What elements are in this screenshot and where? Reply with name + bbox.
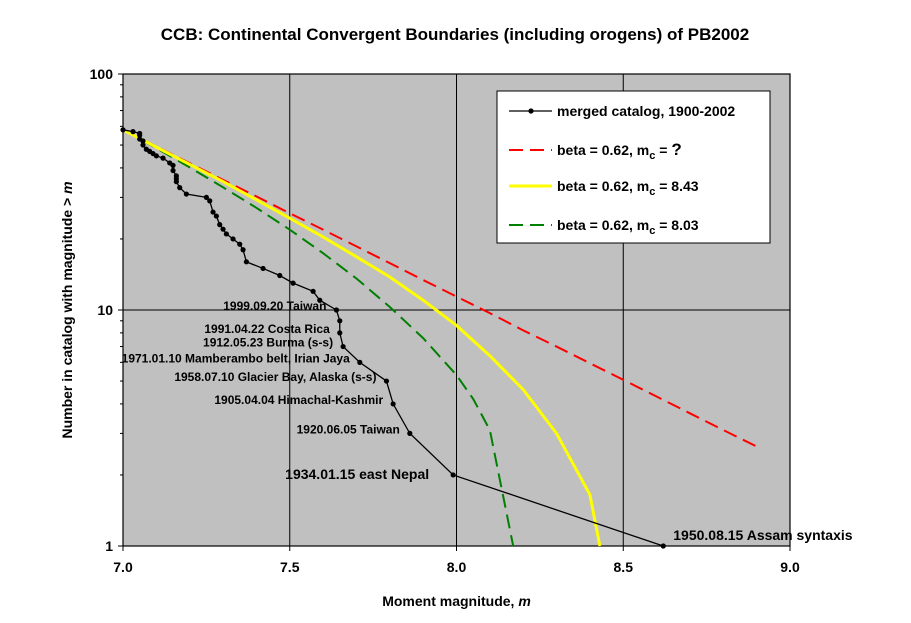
data-point <box>160 155 166 161</box>
x-tick-label: 7.0 <box>113 559 133 575</box>
data-point <box>383 378 390 384</box>
data-point <box>137 132 143 138</box>
data-point <box>120 127 126 133</box>
annotation-label: 1920.06.05 Taiwan <box>297 422 400 436</box>
data-point <box>220 226 226 232</box>
annotation-label: 1971.01.10 Mamberambo belt, Irian Jaya <box>122 351 350 365</box>
x-tick-label: 8.0 <box>447 559 467 575</box>
series-line-1 <box>122 128 758 448</box>
data-point <box>183 191 189 197</box>
x-axis-ticks: 7.0 7.5 8.0 8.5 9.0 <box>113 559 800 575</box>
data-point <box>290 280 296 286</box>
data-point <box>337 330 343 336</box>
series-line-2 <box>122 128 602 547</box>
data-point <box>230 236 236 242</box>
data-point <box>310 288 316 294</box>
annotation-label: 1950.08.15 Assam syntaxis <box>673 527 852 543</box>
y-axis-label: Number in catalog with magnitude > m <box>59 181 75 438</box>
data-point <box>660 543 666 549</box>
data-point <box>357 359 363 365</box>
data-point <box>217 222 223 228</box>
data-point <box>260 265 266 272</box>
legend-box <box>496 90 771 244</box>
legend-label: merged catalog, 1900-2002 <box>557 103 735 119</box>
data-point <box>213 213 219 219</box>
x-tick-label: 9.0 <box>780 559 800 575</box>
x-tick-label: 8.5 <box>614 559 634 575</box>
data-point <box>207 198 213 204</box>
chart-title: CCB: Continental Convergent Boundaries (… <box>161 25 749 44</box>
data-point <box>153 153 159 159</box>
data-point <box>333 307 340 313</box>
data-point <box>130 129 136 135</box>
data-point <box>243 259 249 265</box>
y-axis-ticks: 1 10 100 <box>90 66 114 554</box>
data-point <box>140 142 146 148</box>
legend-label: beta = 0.62, mc = 8.03 <box>557 217 699 237</box>
legend-marker <box>528 108 534 114</box>
data-point <box>223 231 229 237</box>
data-point <box>337 318 343 324</box>
series-line-3 <box>122 128 515 547</box>
data-point <box>317 297 323 303</box>
data-point <box>170 162 176 168</box>
y-tick-label: 100 <box>90 66 114 82</box>
legend-label: beta = 0.62, mc = ? <box>557 140 682 162</box>
x-axis-label: Moment magnitude, m <box>382 593 531 609</box>
data-point <box>450 472 456 478</box>
legend: merged catalog, 1900-2002 beta = 0.62, mc… <box>496 90 771 244</box>
data-point <box>173 178 179 185</box>
data-point <box>237 241 243 247</box>
y-tick-label: 1 <box>105 538 113 554</box>
annotation-label: 1934.01.15 east Nepal <box>285 466 429 482</box>
annotation-label: 1999.09.20 Taiwan <box>223 299 326 313</box>
data-point <box>210 209 216 215</box>
data-point <box>277 272 283 279</box>
annotation-label: 1912.05.23 Burma (s-s) <box>203 336 333 350</box>
y-tick-label: 10 <box>97 302 113 318</box>
x-tick-label: 7.5 <box>280 559 300 575</box>
data-point <box>170 167 176 174</box>
data-point <box>140 138 146 144</box>
data-point <box>390 401 396 407</box>
annotation-label: 1958.07.10 Glacier Bay, Alaska (s-s) <box>174 370 376 384</box>
data-point <box>177 185 183 191</box>
legend-label: beta = 0.62, mc = 8.43 <box>557 178 699 198</box>
data-point <box>240 247 246 253</box>
annotation-label: 1905.04.04 Himachal-Kashmir <box>214 393 383 407</box>
annotation-label: 1991.04.22 Costa Rica <box>204 322 330 336</box>
data-point <box>340 343 346 350</box>
data-point <box>203 194 209 200</box>
series-layer <box>120 127 758 549</box>
data-point <box>407 430 413 436</box>
